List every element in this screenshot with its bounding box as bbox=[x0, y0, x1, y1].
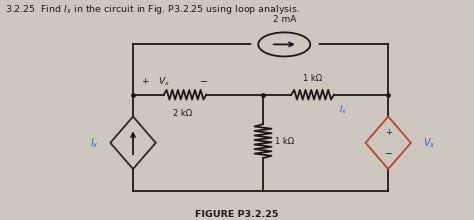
Circle shape bbox=[258, 32, 310, 57]
Text: 2 kΩ: 2 kΩ bbox=[173, 109, 192, 118]
Text: FIGURE P3.2.25: FIGURE P3.2.25 bbox=[195, 210, 279, 219]
Text: $V_x$: $V_x$ bbox=[423, 136, 436, 150]
Text: 1 kΩ: 1 kΩ bbox=[303, 74, 322, 83]
Text: +: + bbox=[141, 77, 148, 86]
Text: −: − bbox=[384, 148, 392, 157]
Text: 2 mA: 2 mA bbox=[273, 15, 296, 24]
Polygon shape bbox=[365, 117, 411, 169]
Text: $I_x$: $I_x$ bbox=[338, 103, 347, 116]
Text: +: + bbox=[385, 128, 392, 137]
Text: $V_x$: $V_x$ bbox=[158, 75, 170, 88]
Text: 3.2.25  Find $I_x$ in the circuit in Fig. P3.2.25 using loop analysis.: 3.2.25 Find $I_x$ in the circuit in Fig.… bbox=[5, 3, 301, 16]
Text: $I_x$: $I_x$ bbox=[90, 136, 99, 150]
Text: −: − bbox=[200, 77, 208, 87]
Text: 1 kΩ: 1 kΩ bbox=[275, 137, 294, 146]
Polygon shape bbox=[110, 117, 156, 169]
